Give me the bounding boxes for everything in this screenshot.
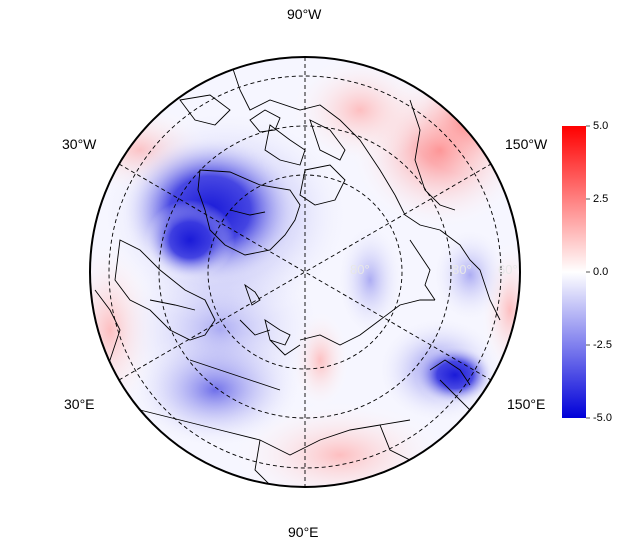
- colorbar-tick-label: -2.5: [593, 339, 612, 351]
- coastlines: [94, 59, 501, 487]
- colorbar-tick-label: -5.0: [593, 412, 612, 424]
- colorbar-tick-label: 2.5: [593, 193, 609, 205]
- colorbar-tick-marks: [586, 125, 590, 419]
- lat-label-inner-right: 80°: [452, 262, 472, 277]
- anomaly-field: [90, 57, 520, 487]
- colorbar-tick-label: 5.0: [593, 120, 609, 132]
- lon-label-upper-right: 150°W: [505, 136, 548, 152]
- colorbar: [562, 125, 590, 419]
- colorbar-tick-label: 0.0: [593, 266, 609, 278]
- colorbar-gradient: [562, 126, 586, 418]
- lon-label-bottom: 90°E: [288, 524, 319, 540]
- lat-label-outer-right: 60°: [498, 262, 518, 277]
- lon-label-top: 90°W: [287, 6, 322, 22]
- lon-label-lower-left: 30°E: [64, 396, 95, 412]
- graticule: [108, 57, 502, 487]
- lon-label-upper-left: 30°W: [62, 136, 97, 152]
- lon-label-lower-right: 150°E: [507, 396, 546, 412]
- map-boundary: [89, 56, 521, 488]
- lat-label-inner-left: 80°: [350, 262, 370, 277]
